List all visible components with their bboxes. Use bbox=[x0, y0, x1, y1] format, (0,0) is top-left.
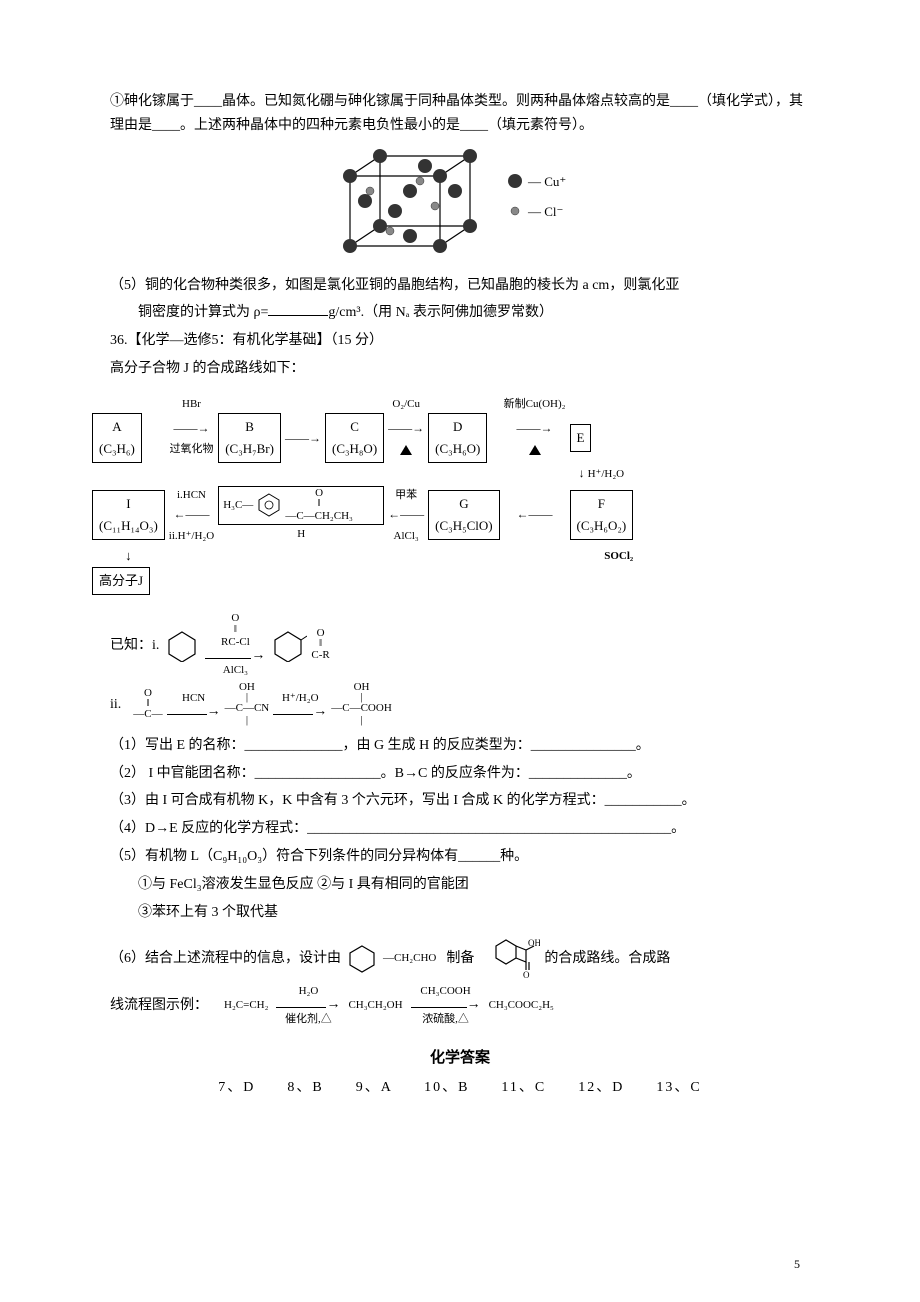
label-socl2: SOCl₂ bbox=[604, 550, 633, 562]
arrow-label-hh2o: H⁺/H₂O bbox=[588, 468, 625, 480]
svg-text:OH: OH bbox=[528, 938, 540, 948]
ex-b: CH₃CH₂OH bbox=[348, 996, 402, 1015]
blank-density bbox=[268, 302, 328, 316]
heat-icon bbox=[529, 445, 541, 455]
arrow-label-hh2o2: ii.H⁺/H₂O bbox=[169, 530, 214, 542]
synthesis-flowchart: HBr O₂/Cu 新制Cu(OH)₂ A(C₃H₆) ——→过氧化物 B(C₃… bbox=[90, 393, 810, 596]
box-h-structure: H₃C— O ‖ —C—CH₂CH₃ bbox=[218, 486, 384, 525]
q36-5b: ①与 FeCl₃溶液发生显色反应 ②与 I 具有相同的官能团 bbox=[110, 873, 810, 897]
known-reaction-ii: ii. O ‖ —C— HCN → OH | —C—CN | H⁺/H₂O → … bbox=[110, 683, 810, 725]
q6-pre: （6）结合上述流程中的信息，设计由 bbox=[110, 947, 341, 971]
q6-reagent: —CH₂CHO bbox=[383, 949, 436, 968]
heat-icon bbox=[400, 445, 412, 455]
known-ii-label: ii. bbox=[110, 693, 121, 717]
ex-a: H₂C=CH₂ bbox=[224, 996, 268, 1015]
benzene-icon bbox=[345, 943, 379, 973]
q6-mid: 制备 bbox=[446, 947, 474, 971]
legend-cl-text: — Cl⁻ bbox=[527, 204, 563, 219]
arrow-label-hcn: i.HCN bbox=[177, 489, 206, 501]
crystal-svg: — Cu⁺ — Cl⁻ bbox=[310, 146, 610, 266]
legend-cu-text: — Cu⁺ bbox=[527, 174, 566, 189]
box-g: G(C₃H₅ClO) bbox=[428, 490, 499, 540]
question-35-sub-5-line2: 铜密度的计算式为 ρ= g/cm³.（用 Nₐ 表示阿佛加德罗常数） bbox=[110, 301, 810, 325]
question-36-intro: 高分子合物 J 的合成路线如下： bbox=[110, 357, 810, 381]
benzene-icon bbox=[163, 628, 201, 662]
box-b: B(C₃H₇Br) bbox=[218, 413, 281, 463]
q36-3: （3）由 I 可合成有机物 K，K 中含有 3 个六元环，写出 I 合成 K 的… bbox=[110, 789, 810, 813]
q36-6-line1: （6）结合上述流程中的信息，设计由 —CH₂CHO 制备 OH O 的合成路线。… bbox=[110, 936, 810, 980]
q36-5a: （5）有机物 L（C₉H₁₀O₃）符合下列条件的同分异构体有______种。 bbox=[110, 845, 810, 869]
arrow-label-alcl3: AlCl₃ bbox=[394, 530, 419, 542]
q5-post: g/cm³.（用 Nₐ 表示阿佛加德罗常数） bbox=[328, 305, 553, 320]
ex-c: CH₃COOC₂H₅ bbox=[489, 996, 554, 1015]
box-j: 高分子J bbox=[92, 567, 150, 595]
q36-6-line2: 线流程图示例： H₂C=CH₂ H₂O → 催化剂,△ CH₃CH₂OH CH₃… bbox=[110, 984, 810, 1026]
box-e: E bbox=[570, 424, 592, 452]
label-h: H bbox=[218, 525, 384, 544]
q6-post: 的合成路线。合成路 bbox=[544, 947, 670, 971]
question-36-header: 36.【化学—选修5：有机化学基础】（15 分） bbox=[110, 329, 810, 353]
arrow-label-o2cu: O₂/Cu bbox=[392, 398, 420, 410]
q36-5c: ③苯环上有 3 个取代基 bbox=[110, 901, 810, 925]
q36-2: （2） I 中官能团名称：__________________。B→C 的反应条… bbox=[110, 762, 810, 786]
question-35-sub-5-line1: （5）铜的化合物种类很多，如图是氯化亚铜的晶胞结构，已知晶胞的棱长为 a cm，… bbox=[110, 274, 810, 298]
arrow-label-toluene: 甲苯 bbox=[395, 489, 417, 501]
product-structure-icon: OH O bbox=[484, 936, 540, 980]
box-f: F(C₃H₆O₂) bbox=[570, 490, 634, 540]
arrow-label-hbr: HBr bbox=[182, 398, 201, 410]
crystal-figure: — Cu⁺ — Cl⁻ bbox=[110, 146, 810, 266]
arrow-label-peroxide: 过氧化物 bbox=[169, 443, 213, 455]
q36-1: （1）写出 E 的名称：______________，由 G 生成 H 的反应类… bbox=[110, 734, 810, 758]
box-i: I(C₁₁H₁₄O₃) bbox=[92, 490, 165, 540]
known-reaction-i: 已知：i. O ‖ RC-Cl → AlCl₃ O ‖ C-R bbox=[110, 613, 810, 677]
box-d: D(C₃H₆O) bbox=[428, 413, 487, 463]
q36-4: （4）D→E 反应的化学方程式：________________________… bbox=[110, 817, 810, 841]
benzene-icon bbox=[255, 492, 283, 518]
q6-line2-pre: 线流程图示例： bbox=[110, 994, 208, 1018]
answer-title: 化学答案 bbox=[110, 1046, 810, 1072]
box-a: A(C₃H₆) bbox=[92, 413, 142, 463]
answer-list: 7、D 8、B 9、A 10、B 11、C 12、D 13、C bbox=[110, 1076, 810, 1100]
svg-text:O: O bbox=[523, 970, 530, 980]
page-number: 5 bbox=[794, 1254, 800, 1274]
box-c: C(C₃H₈O) bbox=[325, 413, 384, 463]
q5-pre: 铜密度的计算式为 ρ= bbox=[138, 305, 268, 320]
question-35-sub-1: ①砷化镓属于____晶体。已知氮化硼与砷化镓属于同种晶体类型。则两种晶体熔点较高… bbox=[110, 90, 810, 138]
known-label: 已知：i. bbox=[110, 634, 159, 658]
benzene-icon bbox=[269, 628, 307, 662]
arrow-label-cuoh2: 新制Cu(OH)₂ bbox=[504, 398, 566, 410]
